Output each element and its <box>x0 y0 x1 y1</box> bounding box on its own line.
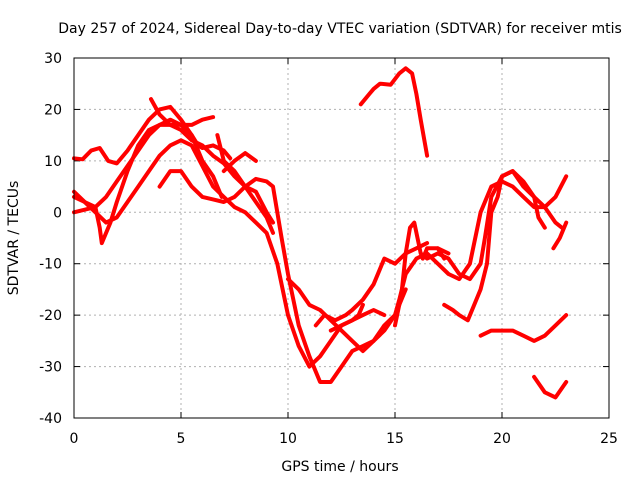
series-line-arc16 <box>442 169 547 323</box>
series-line-arc8 <box>221 151 258 174</box>
series-line-arc9 <box>286 277 408 354</box>
series-line-arc2 <box>72 117 224 215</box>
y-tick-label: 10 <box>44 154 62 170</box>
series-line-arc15 <box>435 246 447 261</box>
y-tick-label: -30 <box>39 360 62 376</box>
y-tick-label: 20 <box>44 102 62 118</box>
x-tick-label: 10 <box>279 431 297 447</box>
y-tick-label: -40 <box>39 411 62 427</box>
x-tick-label: 25 <box>600 431 618 447</box>
y-tick-labels: -40 -30 -20 -10 0 10 20 30 <box>39 51 62 427</box>
x-axis-label: GPS time / hours <box>281 459 398 475</box>
series-line-arc12 <box>358 66 430 158</box>
y-axis-label: SDTVAR / TECUs <box>6 181 22 296</box>
series-line-arc5 <box>149 97 216 127</box>
series-line-arc19 <box>551 220 569 251</box>
x-tick-label: 20 <box>493 431 511 447</box>
series-line-arc17 <box>478 313 569 343</box>
series-line-arc1 <box>72 104 233 166</box>
grid <box>74 58 609 418</box>
y-tick-label: 30 <box>44 51 62 67</box>
series-line-arc7 <box>215 133 275 235</box>
x-tick-label: 15 <box>386 431 404 447</box>
y-tick-label: -10 <box>39 257 62 273</box>
series-line-arc11 <box>328 302 365 333</box>
data-series <box>72 66 569 400</box>
plot-frame <box>73 57 610 419</box>
x-tick-labels: 0 5 10 15 20 25 <box>70 431 618 447</box>
series-line-arc6 <box>157 169 569 384</box>
chart-title: Day 257 of 2024, Sidereal Day-to-day VTE… <box>58 21 622 37</box>
x-tick-label: 5 <box>177 431 186 447</box>
y-tick-label: -20 <box>39 308 62 324</box>
y-tick-label: 0 <box>53 205 62 221</box>
series-line-arc13 <box>393 169 564 328</box>
series-line-arc3 <box>72 138 387 369</box>
series-line-arc18 <box>532 374 569 400</box>
x-tick-label: 0 <box>70 431 79 447</box>
series-line-arc14 <box>420 246 451 261</box>
